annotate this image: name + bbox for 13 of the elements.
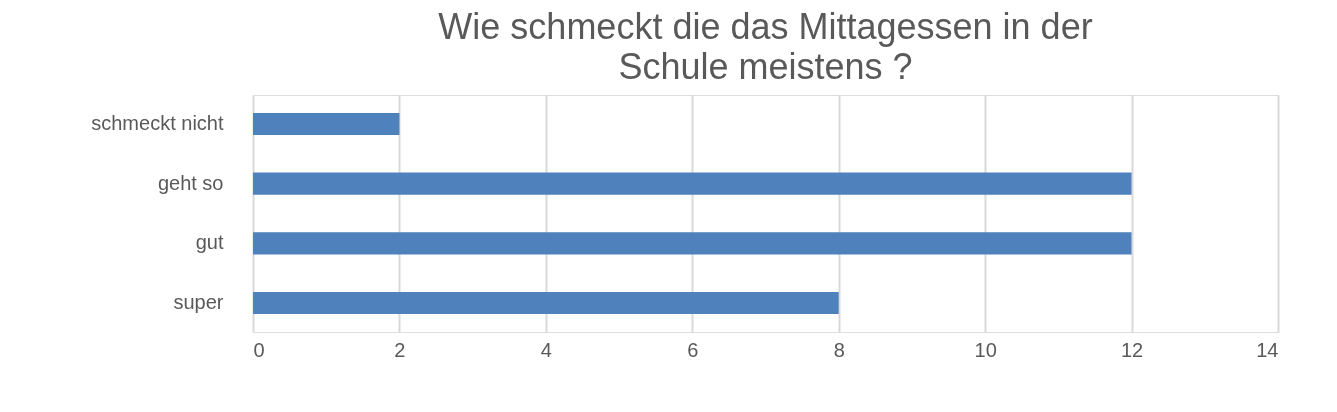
x-tick-label: 2 (394, 338, 406, 361)
x-tick-label: 12 (1120, 338, 1144, 361)
x-tick-label: 8 (833, 338, 845, 361)
x-tick-label: 6 (687, 338, 699, 361)
x-tick-label: 10 (974, 338, 997, 361)
chart-title: Wie schmeckt die das Mittagessen in der Schule meistens ? (438, 6, 1093, 87)
x-tick-label: 14 (1256, 338, 1279, 361)
y-tick-label: schmeckt nicht (91, 111, 224, 134)
x-tick-label: 0 (253, 338, 265, 361)
y-tick-label: geht so (157, 171, 224, 194)
x-tick-label: 4 (540, 338, 552, 361)
y-tick-label: gut (195, 231, 224, 254)
y-tick-label: super (173, 291, 224, 314)
